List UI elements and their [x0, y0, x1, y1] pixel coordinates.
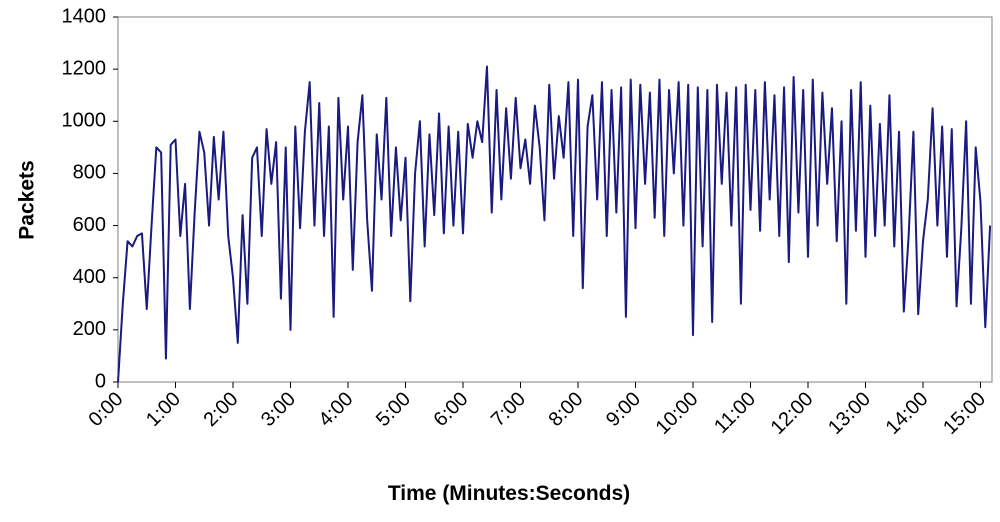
x-tick-label: 10:00 [652, 388, 703, 439]
x-tick-label: 14:00 [882, 388, 933, 439]
x-tick-label: 3:00 [257, 388, 300, 431]
x-tick-label: 1:00 [142, 388, 185, 431]
y-axis-title: Packets [16, 160, 39, 239]
x-tick-label: 15:00 [939, 388, 990, 439]
y-tick-label: 400 [73, 266, 106, 288]
x-tick-label: 0:00 [84, 388, 127, 431]
x-tick-label: 8:00 [544, 388, 587, 431]
x-tick-label: 12:00 [767, 388, 818, 439]
x-tick-label: 7:00 [487, 388, 530, 431]
x-tick-label: 9:00 [602, 388, 645, 431]
y-tick-label: 0 [95, 370, 106, 392]
plot-area [117, 16, 993, 383]
x-tick-label: 4:00 [314, 388, 357, 431]
x-tick-label: 13:00 [824, 388, 875, 439]
y-tick-label: 800 [73, 162, 106, 184]
data-line [117, 65, 992, 383]
y-tick-label: 1400 [62, 5, 107, 27]
y-tick-label: 1200 [62, 57, 107, 79]
x-tick-label: 6:00 [429, 388, 472, 431]
x-axis-title: Time (Minutes:Seconds) [388, 482, 630, 505]
x-tick-label: 5:00 [372, 388, 415, 431]
x-tick-label: 2:00 [199, 388, 242, 431]
y-tick-label: 200 [73, 318, 106, 340]
y-tick-label: 1000 [62, 110, 107, 132]
y-tick-label: 600 [73, 214, 106, 236]
x-tick-label: 11:00 [710, 388, 760, 438]
